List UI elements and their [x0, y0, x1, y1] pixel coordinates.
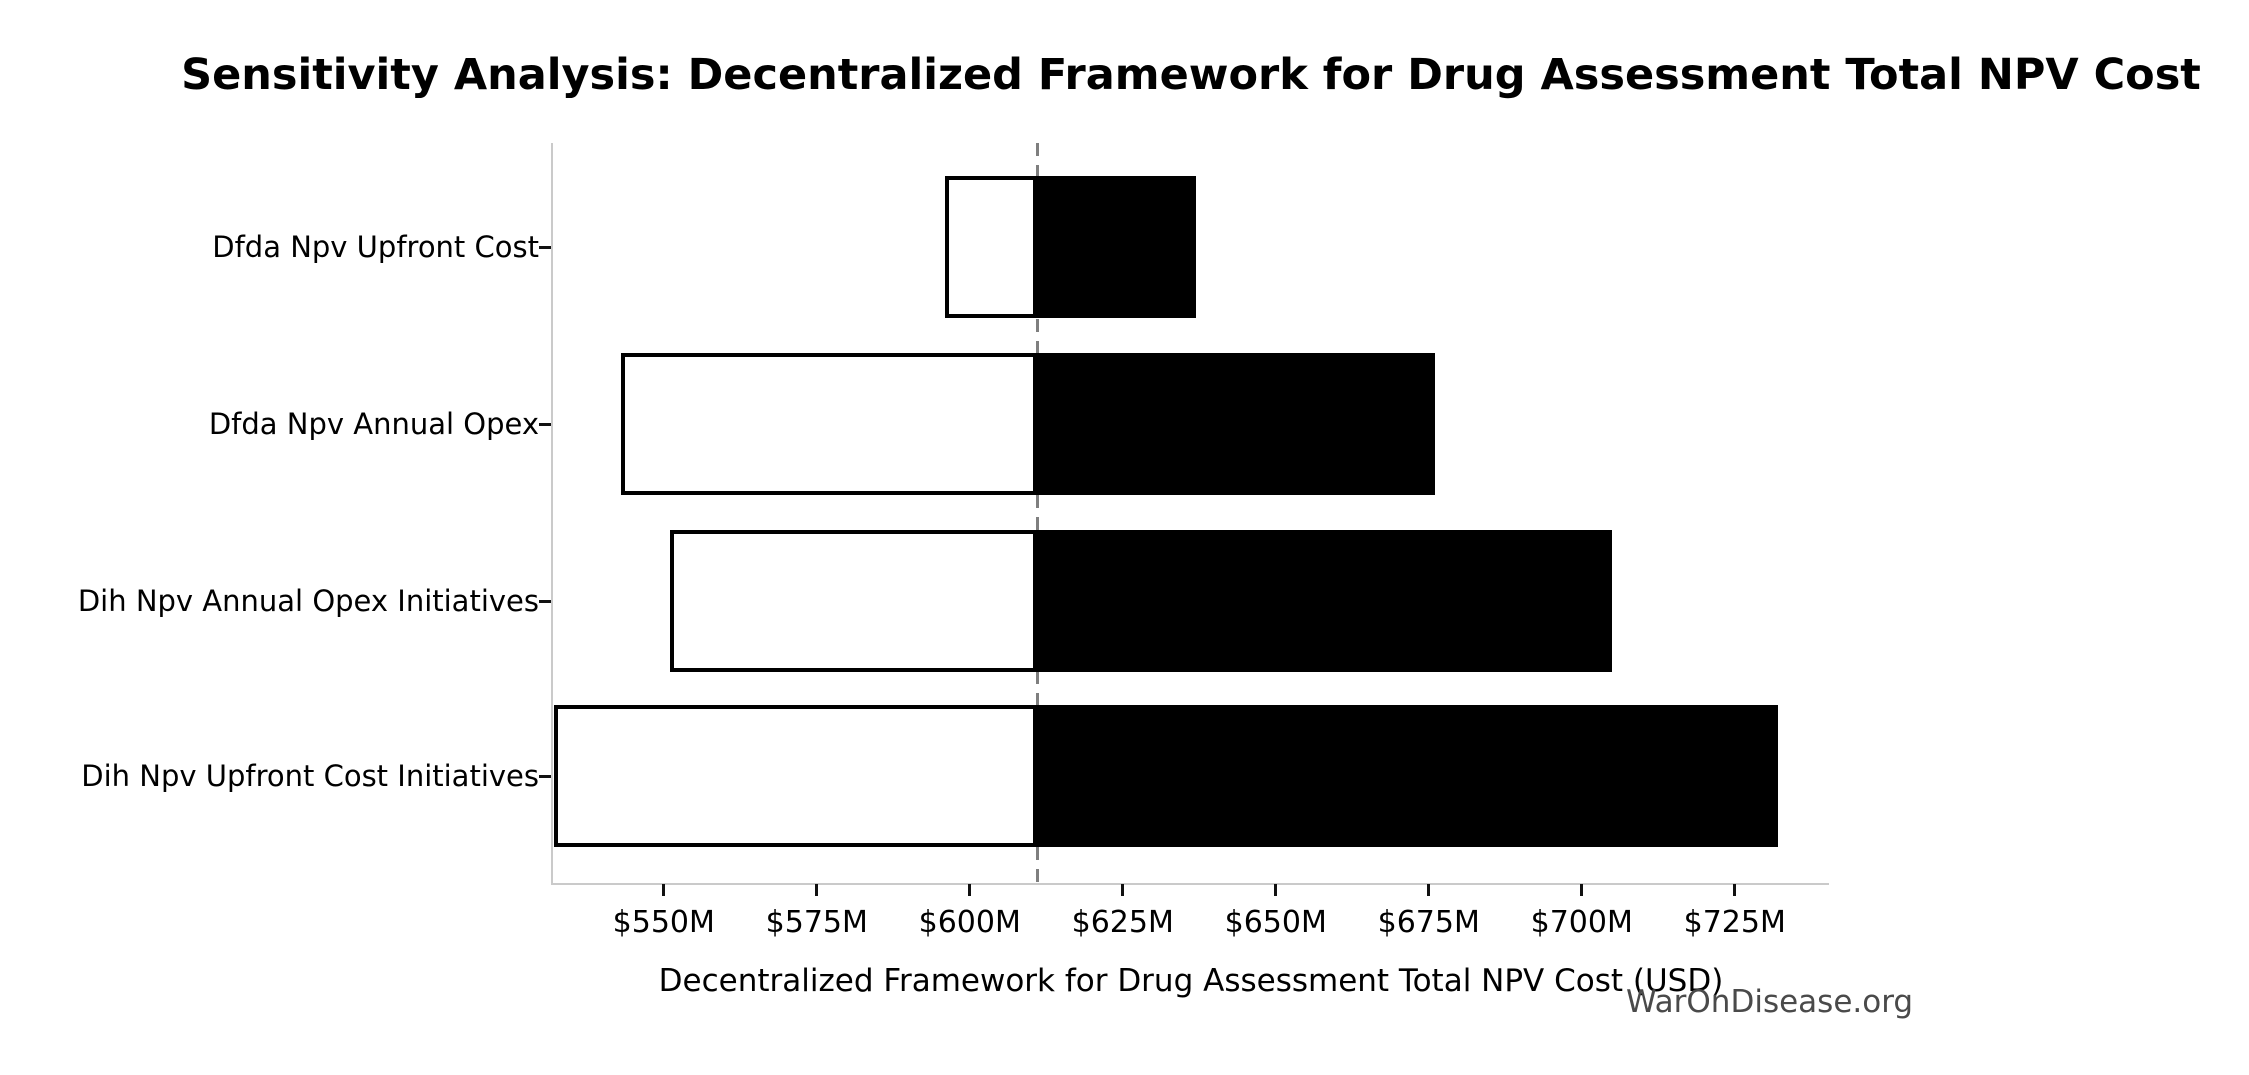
- y-axis-spine: [551, 143, 553, 885]
- x-axis-tick-mark: [1121, 884, 1125, 896]
- tornado-bar-high-segment: [1037, 353, 1435, 495]
- tornado-bar-low-segment: [553, 705, 1038, 847]
- x-axis-tick-mark: [1274, 884, 1278, 896]
- chart-title: Sensitivity Analysis: Decentralized Fram…: [181, 50, 2201, 100]
- category-label: Dih Npv Upfront Cost Initiatives: [81, 759, 539, 793]
- x-axis-tick-mark: [1580, 884, 1584, 896]
- x-axis-title: Decentralized Framework for Drug Assessm…: [658, 963, 1724, 999]
- x-axis-tick-label: $550M: [612, 905, 715, 940]
- x-axis-tick-label: $725M: [1683, 905, 1786, 940]
- y-axis-tick-mark: [539, 422, 551, 426]
- baseline-dashed-line: [1035, 143, 1039, 883]
- watermark-text: WarOnDisease.org: [1626, 984, 1914, 1020]
- tornado-bar-high-segment: [1037, 705, 1778, 847]
- category-label: Dfda Npv Annual Opex: [208, 407, 539, 441]
- tornado-bar-low-segment: [669, 530, 1038, 672]
- x-axis-tick-mark: [662, 884, 666, 896]
- x-axis-tick-mark: [1733, 884, 1737, 896]
- tornado-bar-low-segment: [620, 353, 1038, 495]
- y-axis-tick-mark: [539, 599, 551, 603]
- category-label: Dfda Npv Upfront Cost: [212, 230, 539, 264]
- tornado-bar-high-segment: [1037, 176, 1197, 318]
- x-axis-tick-mark: [815, 884, 819, 896]
- x-axis-tick-label: $650M: [1224, 905, 1327, 940]
- x-axis-tick-mark: [968, 884, 972, 896]
- x-axis-tick-label: $600M: [918, 905, 1021, 940]
- x-axis-tick-label: $675M: [1377, 905, 1480, 940]
- plot-area: [539, 143, 1829, 896]
- tornado-bar-high-segment: [1037, 530, 1613, 672]
- x-axis-tick-label: $575M: [765, 905, 868, 940]
- y-axis-tick-mark: [539, 245, 551, 249]
- x-axis-tick-label: $625M: [1071, 905, 1174, 940]
- x-axis-spine: [551, 883, 1829, 885]
- category-label: Dih Npv Annual Opex Initiatives: [77, 584, 539, 618]
- tornado-bar-low-segment: [945, 176, 1038, 318]
- x-axis-tick-label: $700M: [1530, 905, 1633, 940]
- y-axis-tick-mark: [539, 774, 551, 778]
- x-axis-tick-mark: [1427, 884, 1431, 896]
